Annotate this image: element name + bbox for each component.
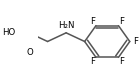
Text: H₂N: H₂N — [58, 21, 75, 30]
Text: O: O — [26, 48, 33, 57]
Text: HO: HO — [2, 28, 15, 37]
Text: F: F — [91, 57, 96, 66]
Text: F: F — [119, 57, 124, 66]
Text: F: F — [133, 37, 138, 46]
Text: F: F — [91, 17, 96, 26]
Text: F: F — [119, 17, 124, 26]
